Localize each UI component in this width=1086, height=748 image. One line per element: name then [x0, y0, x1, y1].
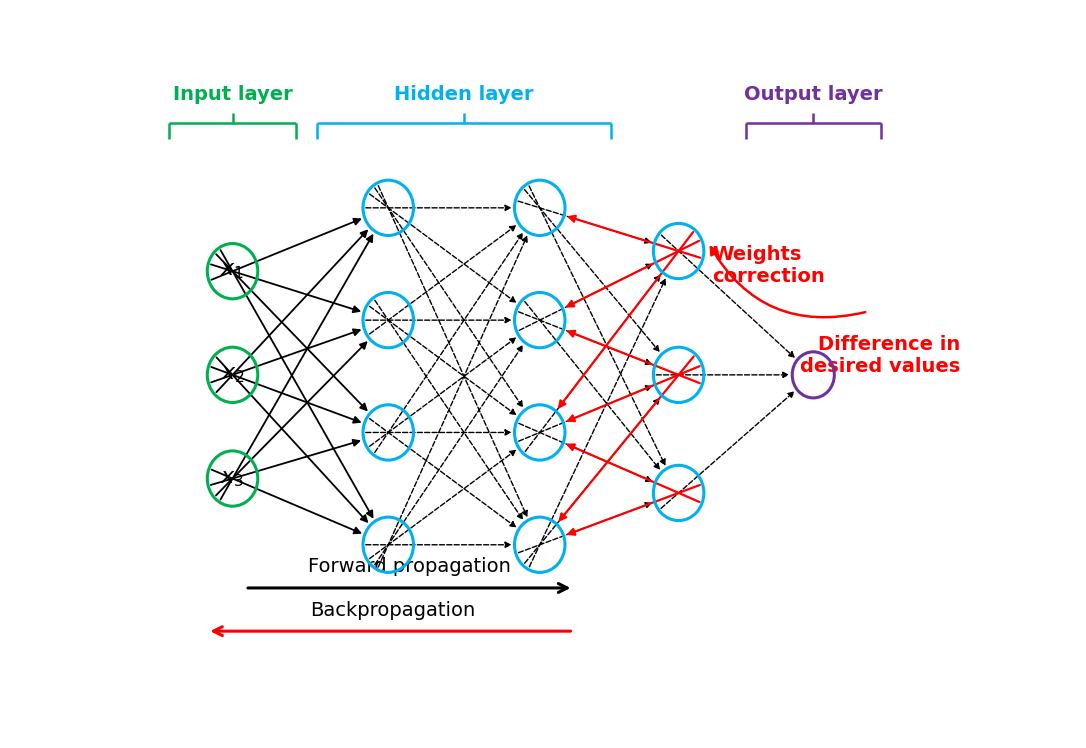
Text: $x_2$: $x_2$	[220, 365, 244, 385]
Text: Input layer: Input layer	[173, 85, 292, 104]
Text: $x_3$: $x_3$	[220, 468, 244, 488]
Text: Weights
correction: Weights correction	[712, 245, 825, 286]
Text: Forward propagation: Forward propagation	[307, 557, 510, 577]
Text: Hidden layer: Hidden layer	[394, 85, 533, 104]
Text: Difference in
desired values: Difference in desired values	[800, 334, 961, 375]
Text: Backpropagation: Backpropagation	[310, 601, 475, 619]
Text: Output layer: Output layer	[744, 85, 883, 104]
Text: $x_1$: $x_1$	[220, 261, 244, 281]
